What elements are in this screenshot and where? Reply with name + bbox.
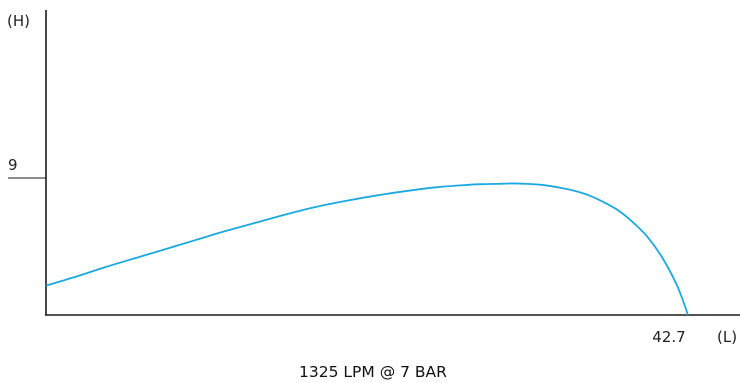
series-layer — [45, 182, 689, 316]
y-axis-label: (H) — [7, 12, 30, 30]
x-axis-label: (L) — [717, 328, 737, 346]
series-line-0 — [45, 182, 689, 316]
chart-caption: 1325 LPM @ 7 BAR — [299, 363, 447, 381]
x-tick-label: 42.7 — [652, 328, 685, 346]
y-tick-label: 9 — [8, 156, 18, 174]
